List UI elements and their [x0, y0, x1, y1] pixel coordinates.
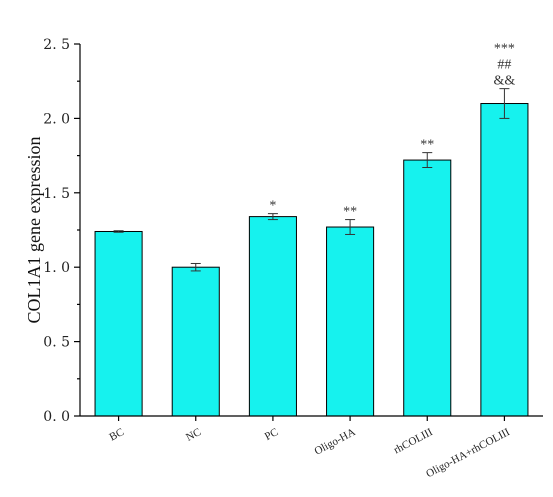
bar-nc — [171, 266, 220, 417]
y-tick-label: 1. 5 — [43, 186, 70, 202]
error-bars — [113, 88, 510, 272]
significance-label: ## — [497, 58, 511, 73]
x-tick-label: BC — [107, 426, 126, 443]
significance-labels: * *******##&& — [269, 42, 515, 220]
y-tick-label: 0. 0 — [43, 409, 70, 425]
significance-label: ** — [420, 138, 434, 153]
x-tick-label: Oligo-HA — [312, 426, 357, 458]
y-tick-label: 2. 5 — [43, 37, 70, 53]
significance-label: ** — [343, 205, 357, 220]
y-tick-label: 0. 5 — [43, 335, 70, 351]
significance-label: * — [269, 199, 276, 214]
significance-label: && — [494, 74, 516, 89]
bars — [94, 103, 529, 417]
y-axis-ticks: 0. 0 0. 5 1. 0 1. 5 2. 0 2. 5 — [43, 37, 80, 425]
x-tick-label: PC — [263, 426, 281, 443]
y-axis-title: COL1A1 gene expression — [24, 137, 44, 324]
y-tick-label: 2. 0 — [43, 111, 70, 127]
bar-oligo-ha-rhcoliii — [480, 103, 529, 417]
bar-rhcoliii — [403, 159, 452, 417]
y-tick-label: 1. 0 — [43, 260, 70, 276]
x-tick-label: NC — [184, 426, 203, 444]
bar-bc — [94, 230, 143, 417]
bar-oligo-ha — [326, 226, 375, 417]
significance-label: *** — [494, 42, 515, 57]
bar-pc — [248, 216, 297, 417]
x-tick-label: rhCOLIII — [392, 426, 435, 457]
x-tick-label: Oligo-HA+rhCOLIII — [424, 426, 512, 480]
